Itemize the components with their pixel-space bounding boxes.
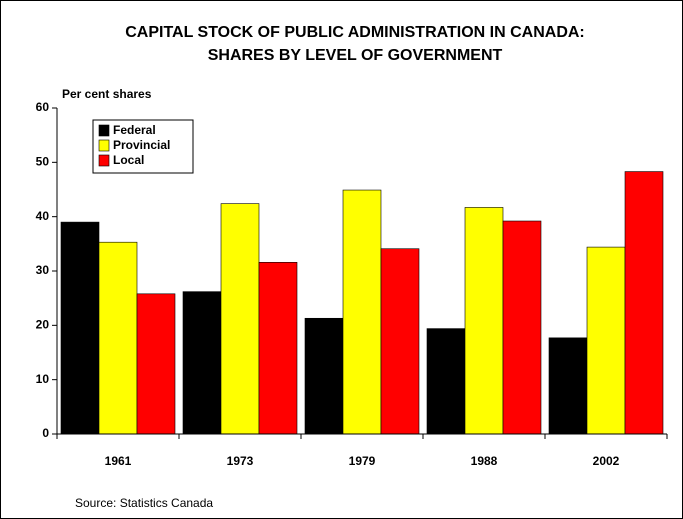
bar [380, 248, 420, 435]
bar [220, 203, 260, 435]
y-tick-label: 10 [36, 372, 50, 386]
bar [136, 293, 176, 435]
legend-swatch [98, 124, 110, 137]
x-tick-label: 1973 [227, 454, 254, 468]
bar [304, 317, 344, 435]
x-tick-label: 1988 [471, 454, 498, 468]
legend-label: Federal [113, 123, 156, 137]
bar [586, 246, 626, 435]
x-tick-label: 1979 [349, 454, 376, 468]
legend-label: Provincial [113, 138, 170, 152]
chart-title: CAPITAL STOCK OF PUBLIC ADMINISTRATION I… [125, 24, 585, 41]
y-tick-label: 60 [36, 100, 50, 114]
bar [60, 221, 100, 435]
bar [258, 262, 298, 435]
legend-swatch [98, 154, 110, 167]
x-tick-label: 1961 [105, 454, 132, 468]
bar [342, 189, 382, 435]
legend-swatch [98, 139, 110, 152]
bar [426, 328, 466, 435]
bar [548, 337, 588, 435]
bar [464, 207, 504, 435]
y-tick-label: 40 [36, 209, 50, 223]
y-tick-label: 30 [36, 263, 50, 277]
y-tick-label: 20 [36, 318, 50, 332]
y-tick-label: 0 [42, 426, 49, 440]
source-note: Source: Statistics Canada [75, 496, 213, 510]
chart-title: SHARES BY LEVEL OF GOVERNMENT [208, 47, 503, 64]
bar [624, 171, 664, 435]
bar [502, 220, 542, 435]
y-tick-label: 50 [36, 155, 50, 169]
bar [98, 241, 138, 435]
y-axis-label: Per cent shares [62, 87, 152, 101]
legend-box [92, 119, 194, 174]
legend-label: Local [113, 153, 144, 167]
x-tick-label: 2002 [593, 454, 620, 468]
bar [182, 291, 222, 435]
